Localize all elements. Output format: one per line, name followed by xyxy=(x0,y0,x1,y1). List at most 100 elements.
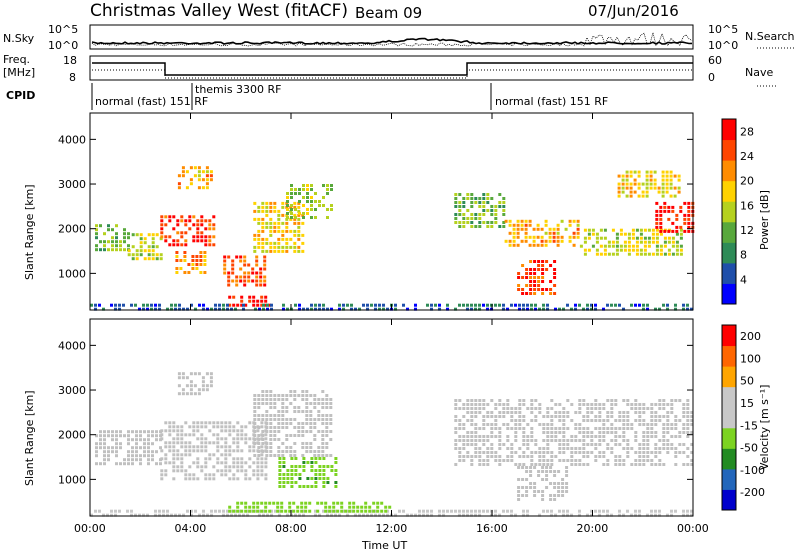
data-cell xyxy=(253,426,257,429)
data-cell xyxy=(587,232,591,236)
data-cell xyxy=(578,451,582,454)
data-cell xyxy=(517,486,521,489)
data-cell xyxy=(530,419,534,422)
data-cell xyxy=(264,303,268,307)
data-cell xyxy=(200,433,204,437)
data-cell xyxy=(502,303,505,307)
data-cell xyxy=(325,434,329,437)
data-cell xyxy=(232,449,236,453)
data-cell xyxy=(550,423,554,426)
data-cell xyxy=(422,509,425,513)
data-cell xyxy=(256,461,260,465)
data-cell xyxy=(130,509,133,513)
data-cell xyxy=(286,208,289,211)
data-cell xyxy=(103,446,106,450)
data-cell xyxy=(478,459,482,462)
data-cell xyxy=(649,182,653,186)
data-cell xyxy=(325,414,329,417)
data-cell xyxy=(197,392,201,396)
data-cell xyxy=(552,231,556,235)
data-cell xyxy=(297,225,301,229)
data-cell xyxy=(498,201,502,204)
data-cell xyxy=(617,174,621,178)
data-cell xyxy=(506,411,510,414)
data-cell xyxy=(594,447,598,450)
data-cell xyxy=(546,415,550,418)
nsearch-ytick-bottom: 10^0 xyxy=(708,39,738,52)
data-cell xyxy=(614,435,618,438)
data-cell xyxy=(277,414,281,417)
data-cell xyxy=(675,229,679,233)
data-cell xyxy=(474,513,477,517)
data-cell xyxy=(641,194,645,198)
data-cell xyxy=(482,221,486,224)
data-cell xyxy=(462,197,466,200)
data-cell xyxy=(686,423,690,426)
data-cell xyxy=(666,303,669,307)
data-cell xyxy=(111,236,114,240)
data-cell xyxy=(214,307,217,311)
data-cell xyxy=(348,509,352,513)
data-cell xyxy=(462,415,466,418)
data-cell xyxy=(208,421,212,425)
data-cell xyxy=(192,421,196,425)
data-cell xyxy=(661,190,665,194)
data-cell xyxy=(253,454,257,457)
data-cell xyxy=(650,411,654,414)
data-cell xyxy=(659,205,663,209)
data-cell xyxy=(236,509,240,513)
data-cell xyxy=(309,442,313,445)
colorbar-swatch xyxy=(722,139,736,161)
data-cell xyxy=(545,268,549,271)
data-cell xyxy=(322,509,325,513)
data-cell xyxy=(204,477,208,481)
data-cell xyxy=(394,513,397,517)
data-cell xyxy=(172,469,176,473)
data-cell xyxy=(318,513,321,517)
data-cell xyxy=(550,459,554,462)
data-cell xyxy=(205,182,209,186)
data-cell xyxy=(520,223,524,227)
data-cell xyxy=(674,303,677,307)
velocity-xticks: 00:00 04:00 08:00 12:00 16:00 20:00 00:00 xyxy=(74,319,709,535)
data-cell xyxy=(538,459,542,462)
data-cell xyxy=(450,509,453,513)
data-cell xyxy=(183,251,187,254)
data-cell xyxy=(520,219,524,223)
data-cell xyxy=(674,463,678,466)
data-cell xyxy=(306,188,309,191)
data-cell xyxy=(635,228,639,232)
data-cell xyxy=(674,435,678,438)
data-cell xyxy=(663,236,667,240)
data-cell xyxy=(378,513,381,517)
data-cell xyxy=(269,225,273,229)
data-cell xyxy=(663,252,667,256)
data-cell xyxy=(192,239,196,243)
data-cell xyxy=(655,217,659,221)
data-cell xyxy=(293,241,297,245)
data-cell xyxy=(310,477,314,480)
data-cell xyxy=(107,458,110,462)
data-cell xyxy=(626,399,630,402)
data-cell xyxy=(663,240,667,244)
data-cell xyxy=(595,240,599,244)
data-cell xyxy=(546,303,549,307)
data-cell xyxy=(634,407,638,410)
data-cell xyxy=(659,221,663,225)
data-cell xyxy=(205,166,209,170)
data-cell xyxy=(530,451,534,454)
data-cell xyxy=(277,245,281,249)
data-cell xyxy=(364,505,368,509)
data-cell xyxy=(181,388,185,392)
data-cell xyxy=(586,411,590,414)
data-cell xyxy=(587,236,591,240)
data-cell xyxy=(177,384,181,388)
data-cell xyxy=(168,449,172,453)
data-cell xyxy=(517,494,521,497)
data-cell xyxy=(586,403,590,406)
data-cell xyxy=(257,245,261,249)
data-cell xyxy=(659,232,663,236)
data-cell xyxy=(621,182,625,186)
data-cell xyxy=(187,271,191,274)
data-cell xyxy=(329,418,333,421)
